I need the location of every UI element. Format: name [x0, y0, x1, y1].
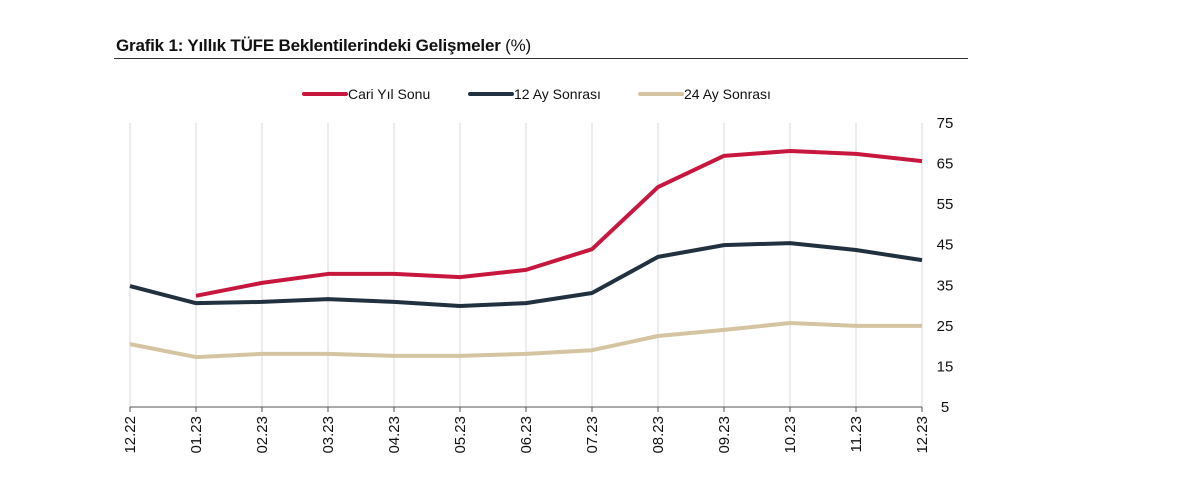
y-tick-label: 75 [937, 115, 954, 132]
title-underline [114, 58, 968, 59]
chart-title-text: Grafik 1: Yıllık TÜFE Beklentilerindeki … [116, 36, 501, 55]
x-tick-label: 07.23 [584, 416, 601, 454]
x-tick-label: 04.23 [386, 416, 403, 454]
x-tick-label: 02.23 [254, 416, 271, 454]
legend-label: 24 Ay Sonrası [684, 86, 771, 102]
y-tick-label: 55 [937, 196, 954, 213]
y-tick-label: 15 [937, 358, 954, 375]
series-line-1 [195, 148, 923, 298]
x-tick-label: 12.23 [914, 416, 931, 454]
x-tick-label: 12.22 [122, 416, 139, 454]
x-tick-label: 08.23 [650, 416, 667, 454]
x-tick-label: 06.23 [518, 416, 535, 454]
y-tick-label: 45 [937, 237, 954, 254]
chart-title-unit: (%) [505, 36, 531, 55]
y-tick-label: 65 [937, 156, 954, 173]
x-tick-label: 11.23 [848, 416, 865, 452]
legend-label: 12 Ay Sonrası [514, 86, 601, 102]
y-tick-label: 35 [937, 277, 954, 294]
chart-title: Grafik 1: Yıllık TÜFE Beklentilerindeki … [116, 36, 531, 56]
x-tick-label: 01.23 [188, 416, 205, 454]
x-tick-label: 03.23 [320, 416, 337, 454]
x-tick-label: 05.23 [452, 416, 469, 454]
y-tick-label: 25 [937, 318, 954, 335]
legend-label: Cari Yıl Sonu [348, 86, 430, 102]
y-tick-label: 5 [941, 399, 949, 416]
x-tick-label: 10.23 [782, 416, 799, 454]
x-tick-label: 09.23 [716, 416, 733, 454]
